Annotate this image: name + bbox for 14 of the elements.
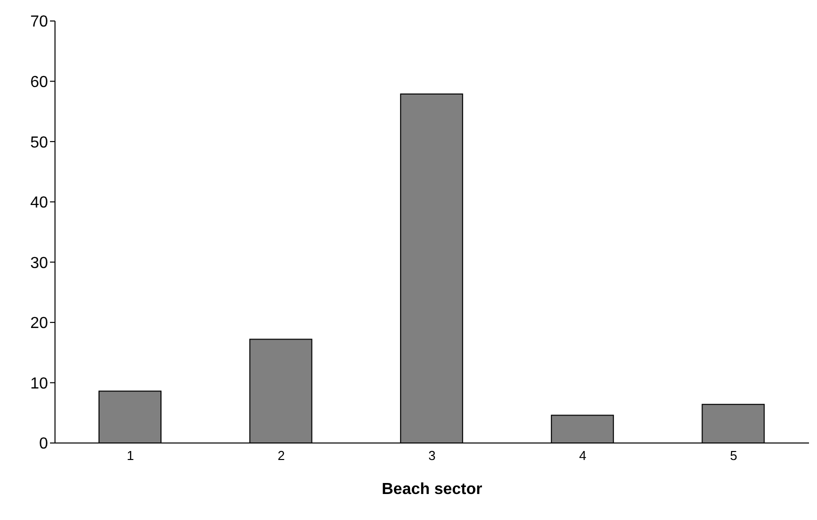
y-tick-label: 70 xyxy=(30,14,48,31)
x-tick-label: 2 xyxy=(278,448,285,464)
x-tick-label: 4 xyxy=(579,448,586,464)
y-tick-label: 60 xyxy=(30,74,48,91)
x-tick-label: 3 xyxy=(428,448,436,464)
y-tick-label: 50 xyxy=(30,134,48,152)
x-tick-label: 5 xyxy=(730,448,738,464)
y-tick-label: 30 xyxy=(30,254,48,272)
y-tick-label: 10 xyxy=(30,375,48,392)
y-tick-label: 20 xyxy=(30,315,48,332)
y-tick-label: 40 xyxy=(30,194,48,212)
x-tick-label: 1 xyxy=(126,448,134,464)
y-tick-label: 0 xyxy=(39,436,48,453)
x-axis-title: Beach sector xyxy=(382,481,482,498)
